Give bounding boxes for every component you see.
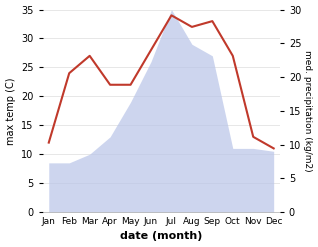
Y-axis label: med. precipitation (kg/m2): med. precipitation (kg/m2) <box>303 50 313 172</box>
X-axis label: date (month): date (month) <box>120 231 203 242</box>
Y-axis label: max temp (C): max temp (C) <box>5 77 16 144</box>
